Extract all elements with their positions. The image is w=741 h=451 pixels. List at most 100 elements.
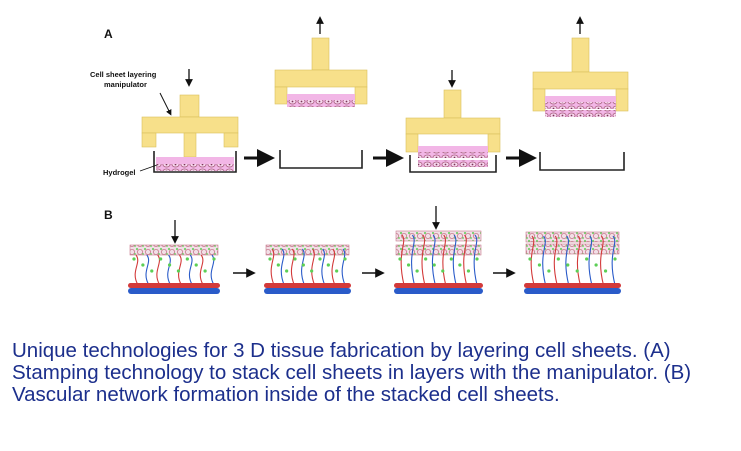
cell-sheet-layer — [525, 243, 620, 255]
venule-line — [611, 235, 616, 286]
vein — [128, 288, 220, 294]
endothelial-cell — [406, 263, 411, 267]
step2-manipulator — [274, 37, 368, 105]
endothelial-cell — [132, 257, 136, 261]
endothelial-cell — [466, 269, 471, 273]
endothelial-cell — [326, 263, 330, 267]
venule-line — [145, 254, 150, 286]
step4-dish — [539, 152, 625, 171]
step3-dish — [409, 155, 497, 173]
endothelial-cell — [159, 257, 163, 261]
endothelial-cell — [203, 269, 207, 273]
endothelial-cell — [528, 257, 532, 261]
endothelial-cell — [547, 269, 551, 273]
vascular-stages — [128, 230, 621, 294]
cell-sheet-layer — [395, 244, 482, 256]
step3-upper-cells — [418, 152, 488, 158]
endothelial-cell — [185, 257, 189, 261]
venule-line — [431, 234, 436, 286]
venule-line — [280, 248, 285, 286]
tissue-fabrication-figure: A B Cell sheet layering manipulator Hydr… — [90, 16, 629, 294]
artery — [128, 283, 220, 288]
hydrogel-label: Hydrogel — [103, 168, 136, 177]
vascular-stage1 — [128, 244, 220, 294]
arteriole-line — [331, 248, 336, 286]
venule-line — [210, 254, 215, 286]
cell-sheet-layer — [525, 231, 620, 243]
endothelial-cell — [335, 269, 339, 273]
step1-dish — [153, 151, 237, 173]
step2-cells — [287, 100, 355, 107]
endothelial-cell — [415, 269, 419, 273]
venule-line — [341, 248, 346, 286]
step4-cells-bottom — [545, 110, 616, 117]
figure-caption: Unique technologies for 3 D tissue fabri… — [12, 339, 692, 406]
arteriole-line — [553, 235, 558, 286]
vascular-stage3 — [394, 230, 483, 294]
arteriole-line — [400, 234, 405, 286]
endothelial-cell — [575, 269, 579, 273]
venule-line — [188, 254, 193, 286]
arteriole-line — [442, 234, 447, 286]
endothelial-cell — [268, 257, 272, 261]
vein — [394, 288, 483, 294]
endothelial-cell — [176, 269, 181, 273]
step1-manipulator — [141, 94, 239, 158]
venule-line — [565, 235, 570, 286]
venule-line — [301, 248, 305, 286]
venule-line — [452, 234, 457, 286]
hydrogel-pointer-icon — [139, 164, 158, 172]
venule-line — [473, 234, 478, 286]
endothelial-cell — [556, 257, 560, 261]
cell-sheet-layer — [265, 244, 350, 256]
endothelial-cell — [424, 257, 428, 261]
endothelial-cell — [194, 263, 198, 267]
cell-sheet-layer — [129, 244, 219, 256]
arteriole-line — [311, 248, 316, 286]
endothelial-cell — [318, 257, 322, 261]
vein — [264, 288, 351, 294]
venule-line — [321, 248, 326, 286]
pointer-line-icon — [159, 92, 172, 116]
venule-line — [588, 235, 593, 286]
vein — [524, 288, 621, 294]
endothelial-cell — [594, 263, 598, 267]
endothelial-cell — [310, 269, 314, 273]
venule-line — [542, 235, 547, 286]
artery — [394, 283, 483, 288]
artery — [264, 283, 351, 288]
endothelial-cell — [449, 257, 453, 261]
arteriole-line — [576, 235, 581, 286]
arteriole-line — [530, 235, 535, 286]
arteriole-line — [463, 234, 468, 286]
step2-cell-sheet — [287, 94, 355, 100]
venule-line — [411, 234, 415, 286]
cell-sheet-layer — [395, 230, 482, 242]
step3-lower-cells — [418, 160, 488, 167]
endothelial-cell — [293, 257, 297, 261]
artery — [524, 283, 621, 288]
step1-cell-sheet — [156, 157, 234, 164]
endothelial-cell — [398, 257, 402, 261]
endothelial-cell — [167, 263, 172, 267]
endothelial-cell — [475, 257, 479, 261]
arteriole-line — [270, 248, 275, 286]
panel-a-label: A — [104, 27, 113, 41]
panel-b-label: B — [104, 208, 113, 222]
endothelial-cell — [301, 263, 305, 267]
arteriole-line — [134, 254, 139, 286]
arteriole-line — [199, 254, 204, 286]
step4-manipulator — [532, 37, 629, 112]
vascular-stage4 — [524, 231, 621, 294]
endothelial-cell — [141, 263, 145, 267]
manipulator-label-line2: manipulator — [104, 80, 147, 89]
endothelial-cell — [285, 269, 289, 273]
endothelial-cell — [458, 263, 462, 267]
arteriole-line — [156, 254, 161, 286]
endothelial-cell — [432, 263, 436, 267]
endothelial-cell — [343, 257, 347, 261]
endothelial-cell — [212, 257, 216, 261]
step3-upper-sheet — [418, 146, 488, 152]
endothelial-cell — [537, 263, 542, 267]
arteriole-line — [290, 248, 295, 286]
